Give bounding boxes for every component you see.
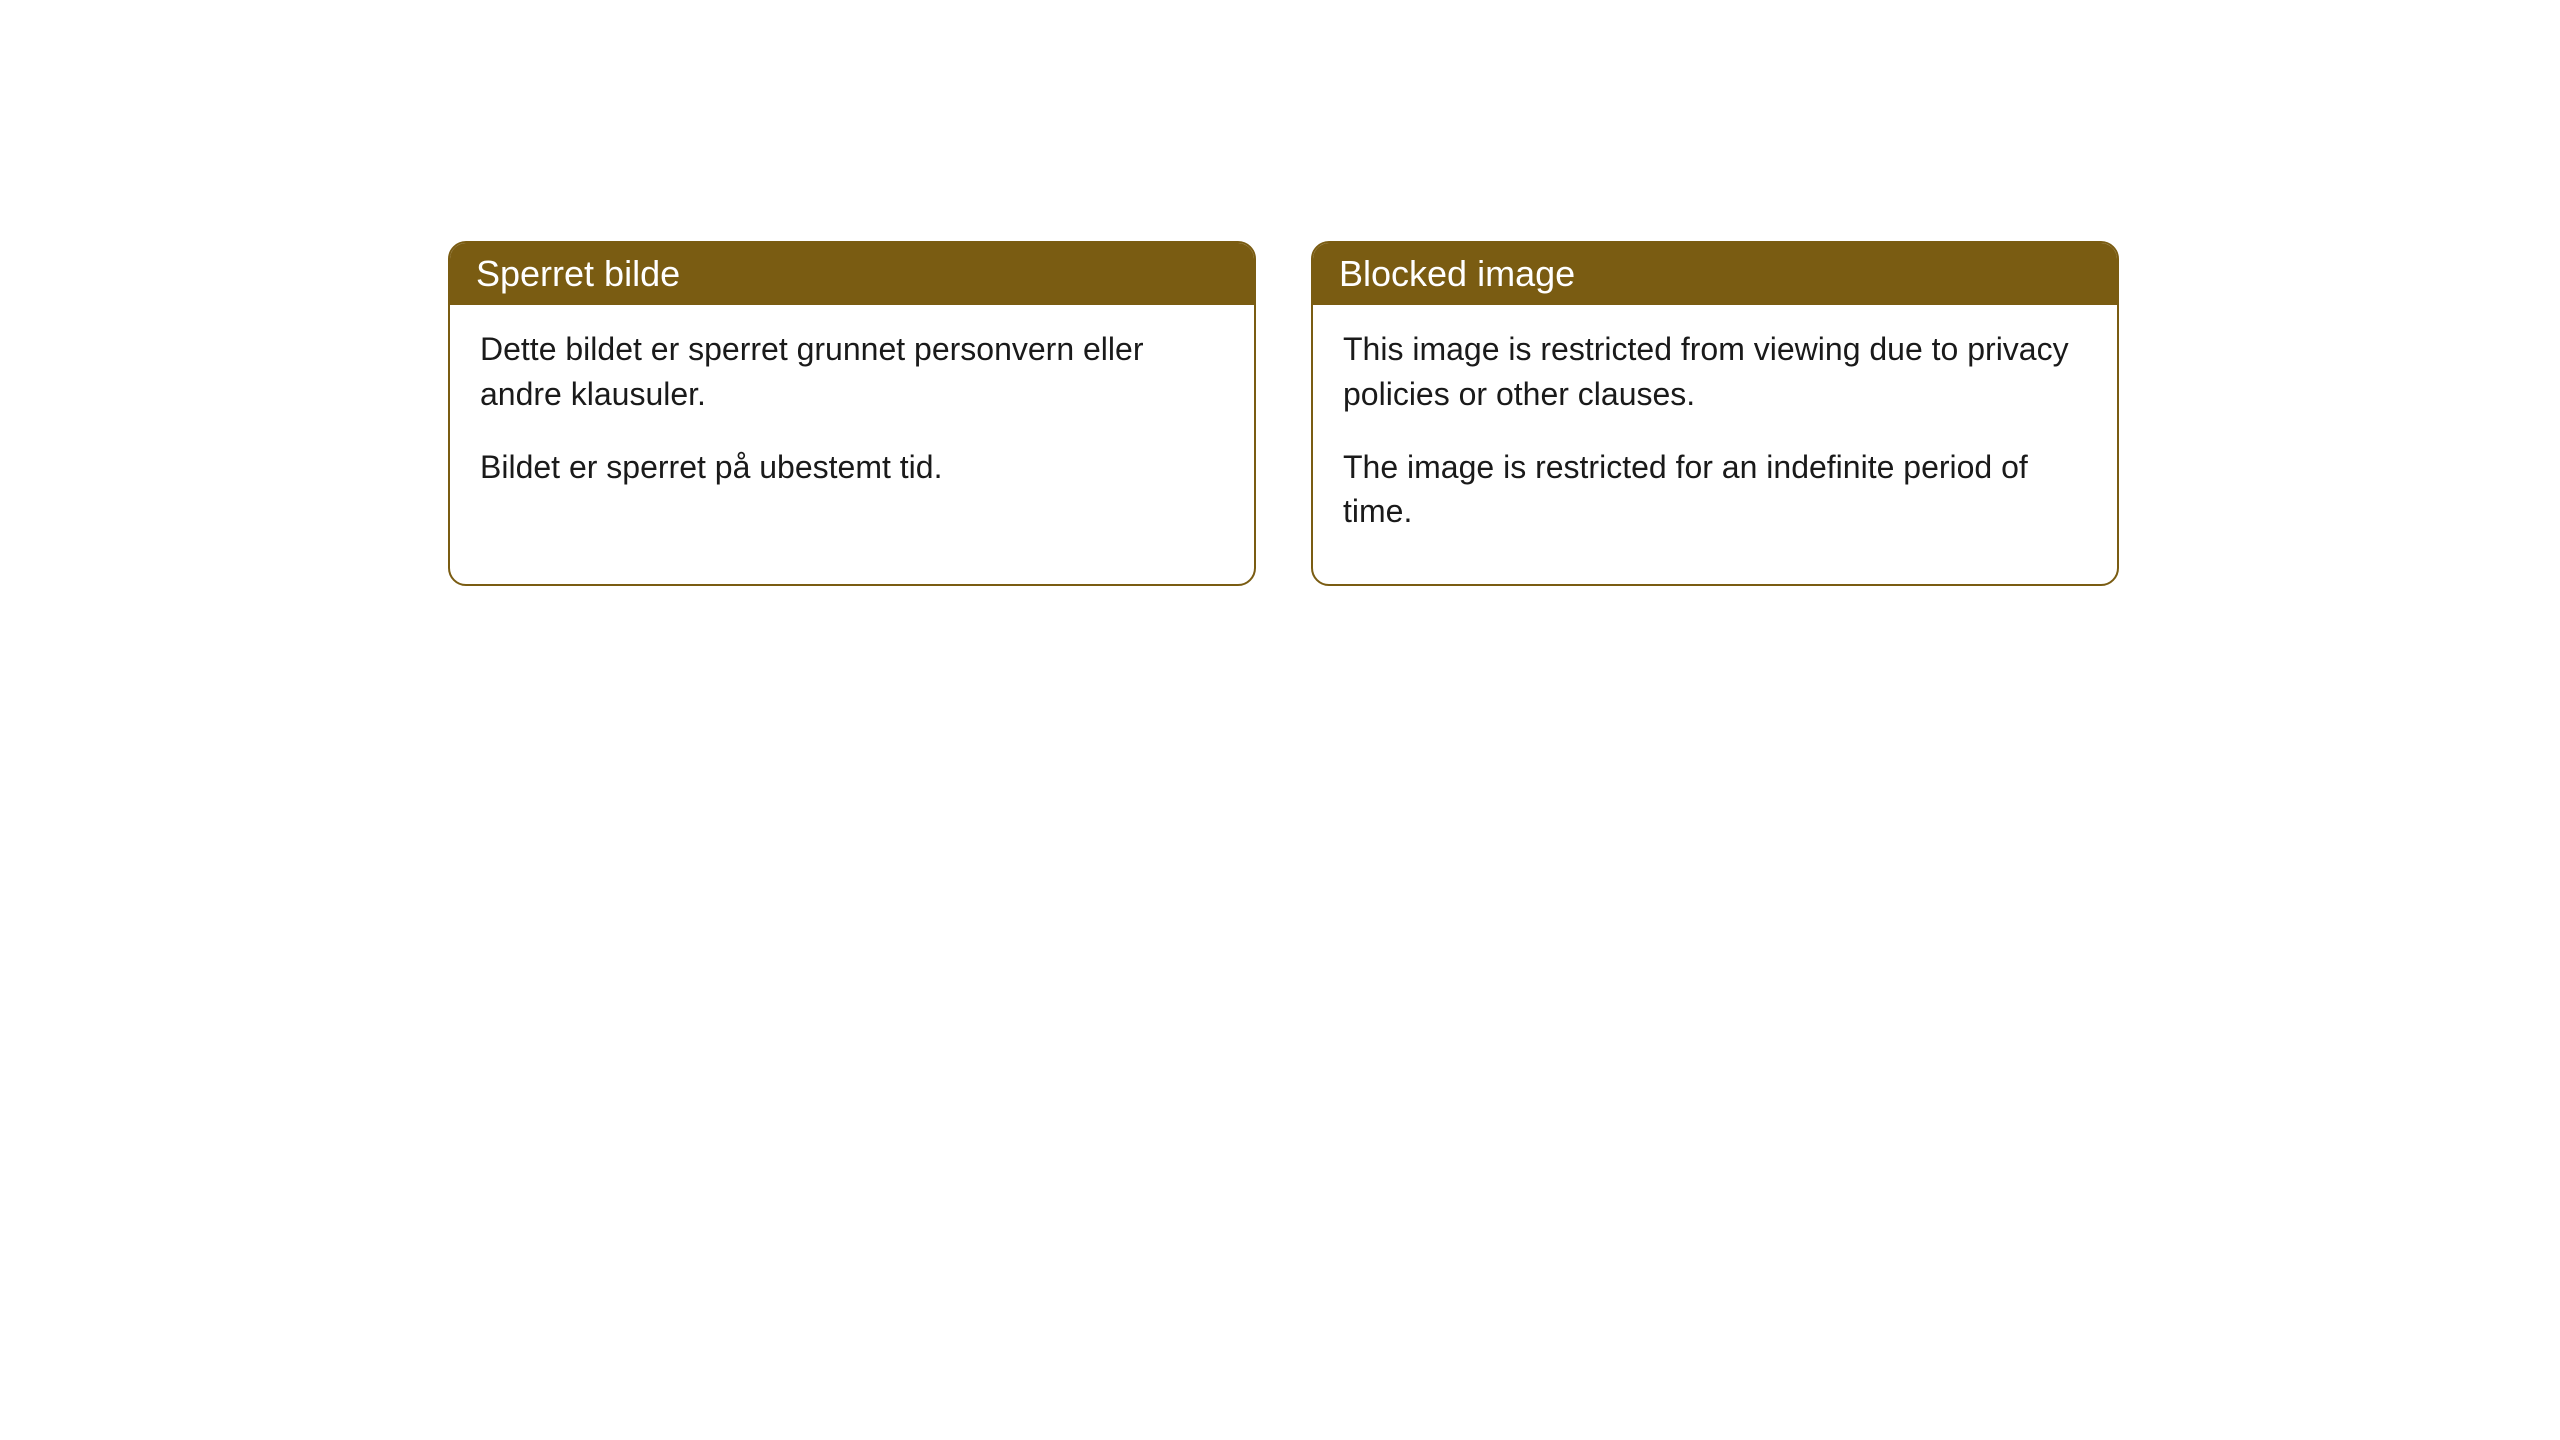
blocked-image-card-no: Sperret bilde Dette bildet er sperret gr… [448, 241, 1256, 586]
card-header-no: Sperret bilde [450, 243, 1254, 305]
card-paragraph-no-2: Bildet er sperret på ubestemt tid. [480, 445, 1224, 490]
card-paragraph-en-2: The image is restricted for an indefinit… [1343, 445, 2087, 535]
blocked-image-card-en: Blocked image This image is restricted f… [1311, 241, 2119, 586]
card-paragraph-en-1: This image is restricted from viewing du… [1343, 327, 2087, 417]
card-body-no: Dette bildet er sperret grunnet personve… [450, 305, 1254, 539]
notice-container: Sperret bilde Dette bildet er sperret gr… [448, 241, 2119, 586]
card-body-en: This image is restricted from viewing du… [1313, 305, 2117, 584]
card-header-en: Blocked image [1313, 243, 2117, 305]
card-paragraph-no-1: Dette bildet er sperret grunnet personve… [480, 327, 1224, 417]
